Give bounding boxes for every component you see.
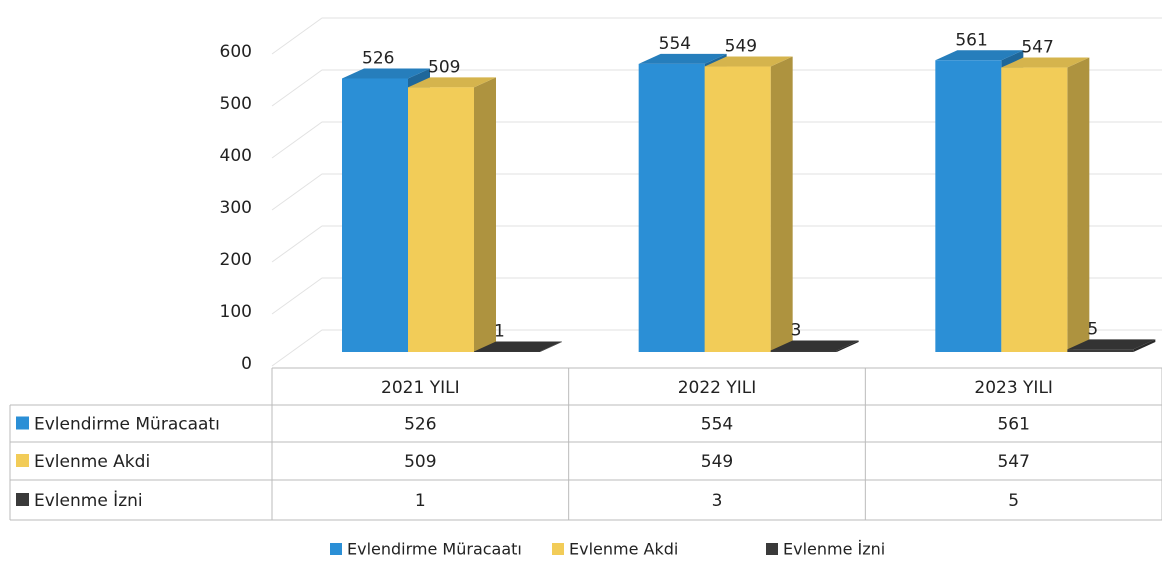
data-label: 509 [428, 57, 460, 77]
y-tick-label: 300 [220, 198, 252, 218]
bar-side [474, 77, 496, 352]
table-cell: 1 [415, 491, 426, 511]
table-row-label: Evlendirme Müracaatı [34, 415, 220, 435]
bar-top [935, 50, 1024, 61]
grid-line [271, 277, 1162, 315]
table-cell: 3 [712, 491, 723, 511]
grid-line [271, 121, 1162, 159]
y-tick-label: 400 [220, 146, 252, 166]
bar [638, 63, 705, 353]
bar [408, 87, 474, 352]
bar [770, 350, 837, 352]
table-row-label: Evlenme Akdi [34, 452, 150, 472]
bar [935, 60, 1002, 352]
data-label: 554 [659, 34, 691, 54]
table-cell: 554 [701, 415, 733, 435]
y-tick-label: 0 [241, 354, 252, 374]
grid-line [271, 17, 1162, 55]
data-label: 526 [362, 48, 394, 68]
legend-swatch [330, 543, 342, 555]
legend-swatch [766, 543, 778, 555]
grid-line [271, 329, 1162, 367]
bar-side [540, 341, 562, 352]
table-cell: 5 [1008, 491, 1019, 511]
legend-label: Evlenme İzni [783, 540, 885, 559]
bar-side [1067, 57, 1090, 353]
y-tick-label: 200 [220, 250, 252, 270]
bar-top [342, 68, 430, 79]
data-label: 5 [1087, 319, 1098, 339]
table-swatch [16, 416, 29, 430]
bar-top [1001, 57, 1090, 68]
y-tick-label: 100 [220, 302, 252, 322]
bar-top [474, 341, 562, 352]
table-swatch [16, 493, 29, 506]
bar-top [638, 53, 727, 64]
table-cell: 561 [997, 415, 1029, 435]
bar-side [1133, 339, 1156, 352]
data-label: 1 [494, 321, 505, 341]
bar-top [408, 77, 496, 88]
bar [1001, 67, 1068, 352]
bar [704, 66, 771, 353]
table-row-label: Evlenme İzni [34, 490, 143, 511]
data-label: 3 [791, 320, 802, 340]
bar-top [770, 340, 859, 351]
bar [1067, 349, 1134, 352]
grid-line [271, 69, 1162, 107]
table-cell: 526 [404, 415, 436, 435]
table-cell: 509 [404, 452, 436, 472]
table-swatch [16, 454, 29, 467]
bar-side [770, 56, 793, 353]
table-cell: 547 [997, 452, 1029, 472]
grid-line [271, 173, 1162, 211]
y-tick-label: 500 [220, 94, 252, 114]
bar-top [1067, 339, 1156, 350]
legend-swatch [552, 543, 564, 555]
legend-label: Evlendirme Müracaatı [347, 540, 522, 559]
table-cell: 549 [701, 452, 733, 472]
data-label: 561 [955, 30, 987, 50]
data-label: 549 [725, 37, 757, 57]
x-tick-label: 2023 YILI [974, 378, 1053, 398]
data-label: 547 [1021, 38, 1053, 58]
legend-label: Evlenme Akdi [569, 540, 678, 559]
x-tick-label: 2022 YILI [678, 378, 757, 398]
bar-top [704, 56, 793, 67]
bar [474, 351, 540, 352]
x-tick-label: 2021 YILI [381, 378, 460, 398]
y-tick-label: 600 [220, 42, 252, 62]
grid-line [271, 225, 1162, 263]
bar-side [836, 340, 859, 352]
bar [342, 78, 408, 352]
